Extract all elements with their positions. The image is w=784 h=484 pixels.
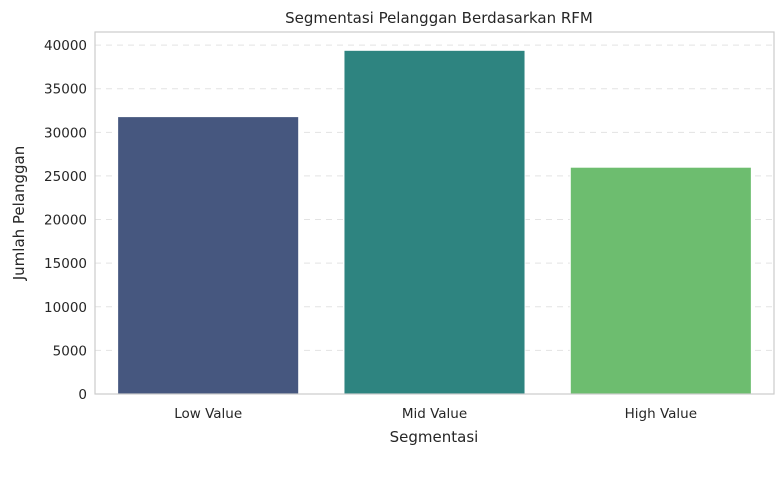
bar-mid-value xyxy=(343,49,526,395)
plot-frame xyxy=(94,31,775,395)
y-tick-label: 40000 xyxy=(44,38,87,54)
x-axis-ticks: Low Value Mid Value High Value xyxy=(174,406,697,422)
y-axis-ticks: 0 5000 10000 15000 20000 25000 30000 35000 40000 xyxy=(44,38,87,403)
y-axis-label: Jumlah Pelanggan xyxy=(10,146,28,282)
y-tick-label: 0 xyxy=(78,387,87,403)
y-tick-label: 15000 xyxy=(44,256,87,272)
y-tick-label: 10000 xyxy=(44,300,87,316)
y-tick-label: 20000 xyxy=(44,213,87,229)
bar-low-value xyxy=(117,116,300,395)
x-tick-label: High Value xyxy=(625,406,697,422)
chart-title: Segmentasi Pelanggan Berdasarkan RFM xyxy=(285,9,593,27)
x-tick-label: Mid Value xyxy=(402,406,467,422)
y-tick-label: 30000 xyxy=(44,125,87,141)
bar-high-value xyxy=(569,166,752,395)
y-tick-label: 25000 xyxy=(44,169,87,185)
y-tick-label: 35000 xyxy=(44,82,87,98)
bars xyxy=(117,49,752,395)
x-tick-label: Low Value xyxy=(174,406,242,422)
x-axis-label: Segmentasi xyxy=(390,428,479,446)
y-tick-label: 5000 xyxy=(53,343,87,359)
